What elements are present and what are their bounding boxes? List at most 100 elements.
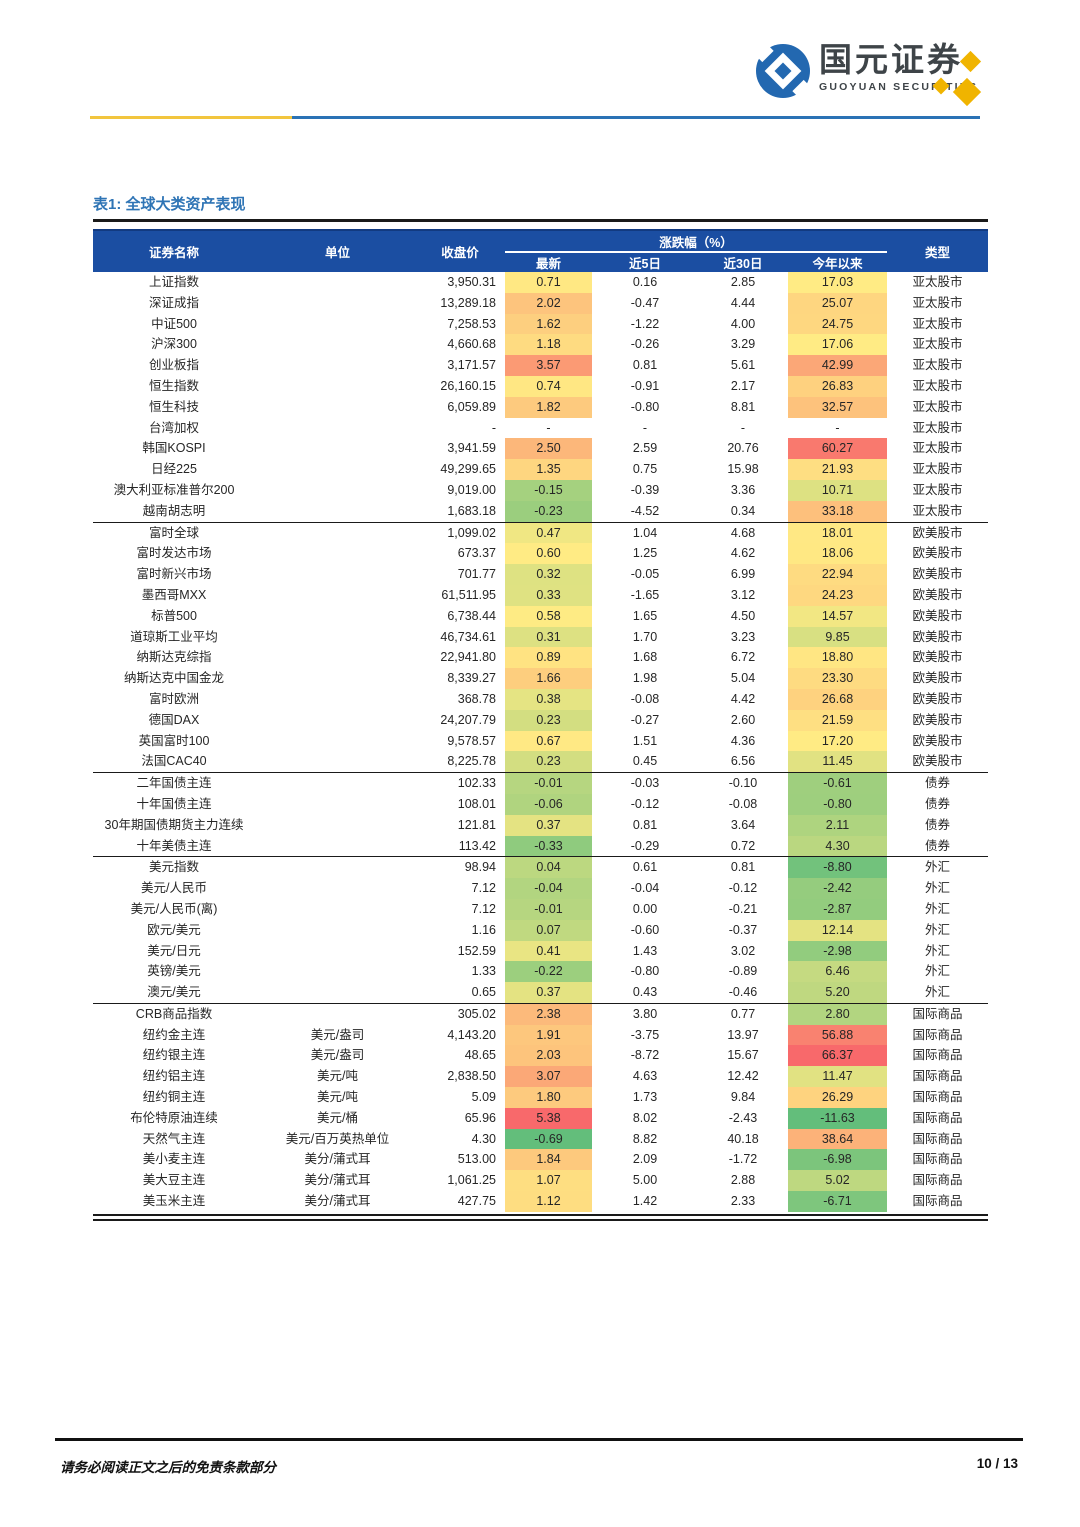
table-header: 证券名称 单位 收盘价 涨跌幅（%） 最新 近5日 近30日 今年以来 类型 [93,229,988,272]
pct-30d: 3.36 [730,482,756,497]
unit [255,857,420,878]
security-name: 纳斯达克综指 [136,650,212,665]
unit [255,606,420,627]
asset-type: 欧美股市 [912,671,963,686]
pct-ytd: 10.71 [788,479,887,501]
column-header-ytd: 今年以来 [812,257,863,271]
pct-latest: 1.82 [505,396,592,418]
column-header-30d: 近30日 [723,257,763,271]
pct-5d: - [642,420,648,435]
asset-type: 外汇 [924,881,950,896]
pct-5d: 4.63 [632,1069,658,1084]
pct-5d: 1.25 [632,546,658,561]
pct-30d: 0.81 [730,860,756,875]
asset-type: 亚太股市 [912,420,963,435]
unit [255,418,420,439]
unit [255,689,420,710]
pct-ytd: 26.83 [788,375,887,397]
pct-30d: 0.34 [730,503,756,518]
close-price: 24,207.79 [440,712,496,727]
pct-30d: -0.89 [728,964,758,979]
pct-ytd: -2.42 [788,878,887,899]
pct-30d: 4.68 [730,525,756,540]
unit [255,668,420,689]
pct-5d: -1.65 [630,587,660,602]
table-row: 纳斯达克综指 22,941.80 0.89 1.68 6.72 18.80 欧美股市 [93,647,988,669]
security-name: 富时新兴市场 [136,567,212,582]
pct-30d: 0.72 [730,838,756,853]
footer-disclaimer: 请务必阅读正文之后的免责条款部分 [60,1460,276,1475]
pct-30d: 15.67 [727,1048,759,1063]
pct-5d: 0.45 [632,754,658,769]
table-row: 富时新兴市场 701.77 0.32 -0.05 6.99 22.94 欧美股市 [93,564,988,585]
pct-30d: 20.76 [727,441,759,456]
pct-30d: -1.72 [728,1152,758,1167]
table-row: 纳斯达克中国金龙 8,339.27 1.66 1.98 5.04 23.30 欧美股市 [93,668,988,689]
asset-type: 国际商品 [912,1131,963,1146]
pct-latest: 0.23 [505,709,592,731]
pct-30d: 3.29 [730,337,756,352]
security-name: 标普500 [151,608,197,623]
pct-latest: 0.33 [505,584,592,606]
pct-5d: -0.08 [630,691,660,706]
security-name: 沪深300 [151,337,197,352]
pct-ytd: 22.94 [788,564,887,585]
security-name: 美元/日元 [147,943,201,958]
security-name: 德国DAX [148,712,200,727]
pct-30d: 3.64 [730,817,756,832]
table-title: 表1: 全球大类资产表现 [93,196,246,213]
unit [255,961,420,982]
pct-latest: 1.84 [505,1149,592,1171]
pct-ytd: -0.80 [788,793,887,815]
close-price: 121.81 [457,817,496,832]
close-price: 7.12 [471,881,496,896]
pct-ytd: 11.45 [788,751,887,773]
security-name: 法国CAC40 [141,754,207,769]
asset-type: 亚太股市 [912,482,963,497]
asset-type: 欧美股市 [912,650,963,665]
asset-group: CRB商品指数 305.02 2.38 3.80 0.77 2.80 国际商品 纽约金主连 美元… [93,1002,988,1212]
pct-30d: 9.84 [730,1090,756,1105]
pct-latest: 0.60 [505,543,592,565]
column-header-name: 证券名称 [148,246,199,260]
pct-30d: 6.72 [730,650,756,665]
pct-ytd: 9.85 [788,626,887,648]
pct-5d: -3.75 [630,1027,660,1042]
close-price: 0.65 [471,985,496,1000]
asset-type: 债券 [924,817,950,832]
security-name: 英镑/美元 [147,964,201,979]
pct-ytd: 38.64 [788,1128,887,1150]
pct-latest: 0.58 [505,605,592,627]
security-name: 日经225 [151,462,197,477]
security-name: 美元/人民币 [141,881,207,896]
asset-type: 欧美股市 [912,691,963,706]
pct-30d: -0.08 [728,796,758,811]
close-price: 6,738.44 [447,608,496,623]
unit: 美元/吨 [317,1069,358,1084]
pct-latest: 1.62 [505,313,592,335]
pct-5d: 0.43 [632,985,658,1000]
close-price: 427.75 [457,1194,496,1209]
table-row: 纽约铜主连 美元/吨 5.09 1.80 1.73 9.84 26.29 国际商品 [93,1087,988,1108]
close-price: 513.00 [457,1152,496,1167]
pct-ytd: 33.18 [788,500,887,522]
pct-5d: 1.51 [632,733,658,748]
table-row: 澳大利亚标准普尔200 9,019.00 -0.15 -0.39 3.36 10.71 亚太… [93,479,988,501]
pct-5d: -0.60 [630,922,660,937]
pct-latest: 0.07 [505,919,592,941]
close-price: 108.01 [457,796,496,811]
asset-type: 亚太股市 [912,295,963,310]
security-name: 纽约金主连 [142,1027,206,1042]
close-price: 3,171.57 [447,358,496,373]
pct-5d: 0.61 [632,860,658,875]
close-price: 3,941.59 [447,441,496,456]
pct-5d: -0.12 [630,796,660,811]
pct-ytd: -2.87 [788,898,887,920]
pct-5d: -0.91 [630,378,660,393]
pct-ytd: - [835,420,840,435]
asset-type: 亚太股市 [912,316,963,331]
pct-5d: -0.04 [630,881,660,896]
footer-divider [55,1438,1023,1441]
pct-latest: -0.23 [505,500,592,522]
